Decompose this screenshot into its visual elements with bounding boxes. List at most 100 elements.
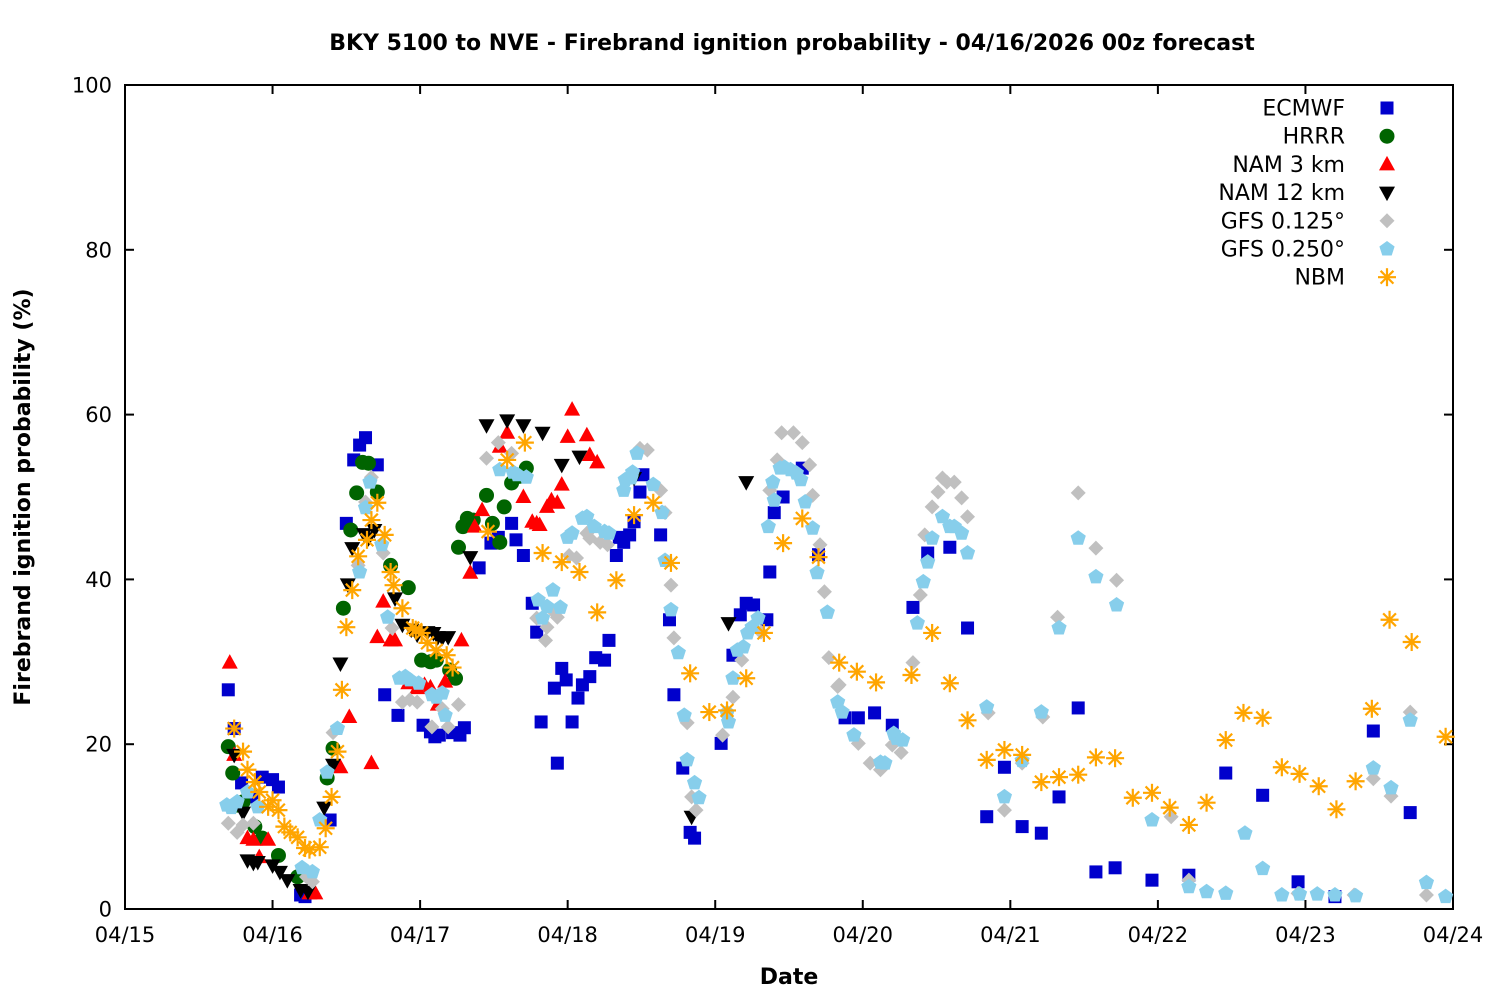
y-tick-label: 100 (72, 74, 112, 98)
data-point-triangle-down (299, 885, 316, 901)
data-point-triangle-down (462, 551, 479, 566)
data-point-triangle-up (559, 428, 576, 443)
data-point-triangle-up (581, 446, 598, 461)
data-point-asterisk (1032, 773, 1051, 792)
data-point-pentagon (686, 774, 703, 790)
data-point-triangle-down (499, 414, 516, 429)
legend-label: GFS 0.125° (1221, 209, 1345, 234)
data-point-asterisk (300, 840, 319, 859)
data-point-pentagon (996, 788, 1013, 804)
data-point-triangle-down (332, 657, 349, 672)
data-point-asterisk (1050, 768, 1069, 787)
data-point-triangle-down (271, 865, 288, 881)
data-point-diamond (1418, 887, 1434, 903)
data-point-asterisk (1142, 783, 1161, 802)
data-point-square (457, 721, 471, 735)
data-point-asterisk (644, 493, 663, 512)
data-point-diamond (688, 802, 704, 818)
data-point-asterisk (1290, 764, 1309, 783)
data-point-pentagon (545, 582, 561, 597)
data-point-asterisk (1086, 748, 1105, 767)
data-point-pentagon (304, 863, 320, 879)
data-point-triangle-up (341, 708, 358, 724)
data-point-asterisk (250, 782, 269, 801)
data-point-triangle-up (245, 831, 262, 846)
data-point-pentagon (319, 764, 335, 779)
series-ecmwf (221, 431, 1417, 904)
data-point-asterisk (269, 801, 288, 820)
data-point-circle (1379, 128, 1395, 144)
data-point-diamond (1379, 213, 1395, 229)
data-point-asterisk (1179, 815, 1198, 834)
data-point-square (505, 516, 519, 530)
data-point-square (921, 546, 935, 560)
data-point-square (609, 549, 623, 563)
data-point-asterisk (1362, 699, 1381, 718)
data-point-pentagon (1198, 883, 1215, 899)
data-point-diamond (1050, 609, 1066, 625)
data-point-square (980, 810, 994, 824)
data-point-square (323, 813, 337, 827)
y-axis-label: Firebrand ignition probability (%) (11, 288, 36, 705)
data-point-asterisk (263, 791, 282, 810)
data-point-pentagon (539, 598, 555, 614)
data-point-pentagon (834, 704, 850, 719)
y-tick-label: 80 (85, 238, 112, 262)
data-point-diamond (490, 435, 506, 451)
data-point-diamond (954, 490, 970, 506)
data-point-diamond (1365, 771, 1381, 787)
data-point-asterisk (570, 562, 589, 581)
data-point-asterisk (661, 553, 680, 572)
data-point-square (571, 691, 585, 705)
data-point-pentagon (624, 464, 641, 479)
series-gfs-0-250- (219, 445, 1454, 904)
data-point-pentagon (735, 638, 751, 654)
data-point-asterisk (1216, 731, 1235, 750)
data-point-diamond (1088, 540, 1104, 556)
data-point-square (767, 506, 781, 520)
data-point-triangle-up (307, 884, 324, 900)
data-point-asterisk (958, 711, 977, 730)
data-point-pentagon (846, 727, 862, 742)
data-point-asterisk (225, 719, 244, 738)
data-points (219, 401, 1455, 904)
chart-title: BKY 5100 to NVE - Firebrand ignition pro… (329, 31, 1255, 56)
data-point-asterisk (1234, 703, 1253, 722)
data-point-asterisk (393, 599, 412, 618)
data-point-pentagon (312, 812, 328, 827)
data-point-pentagon (362, 474, 378, 489)
data-point-asterisk (867, 673, 886, 692)
data-point-pentagon (229, 793, 245, 809)
x-tick-label: 04/18 (537, 923, 598, 947)
data-point-triangle-up (499, 424, 516, 439)
data-point-asterisk (362, 511, 381, 530)
legend: ECMWF HRRR NAM 3 km NAM 12 km GFS 0.125° GFS … (1218, 97, 1396, 291)
data-point-square (943, 540, 957, 554)
y-tick-label: 40 (85, 568, 112, 592)
data-point-square (555, 661, 569, 675)
data-point-triangle-down (344, 542, 361, 557)
data-point-square (221, 683, 235, 697)
data-point-triangle-up (578, 426, 595, 442)
x-tick-label: 04/19 (685, 923, 746, 947)
x-tick-label: 04/24 (1423, 923, 1484, 947)
data-point-pentagon (793, 471, 809, 487)
data-point-pentagon (663, 601, 679, 617)
data-point-diamond (785, 425, 801, 441)
data-point-asterisk (700, 703, 719, 722)
data-point-pentagon (1274, 886, 1290, 902)
data-point-square (472, 561, 486, 575)
data-point-square (534, 715, 548, 729)
legend-entry-gfs-0-125-: GFS 0.125° (1221, 209, 1395, 234)
data-point-pentagon (797, 493, 813, 509)
data-point-pentagon (909, 615, 925, 630)
data-point-asterisk (328, 742, 347, 761)
data-point-square (667, 688, 681, 702)
data-point-diamond (893, 744, 909, 760)
data-point-square (1145, 873, 1159, 887)
data-point-triangle-down (720, 617, 737, 632)
data-point-triangle-up (474, 501, 491, 517)
x-axis-label: Date (760, 965, 819, 990)
data-point-square (432, 728, 446, 742)
data-point-asterisk (1106, 749, 1125, 768)
